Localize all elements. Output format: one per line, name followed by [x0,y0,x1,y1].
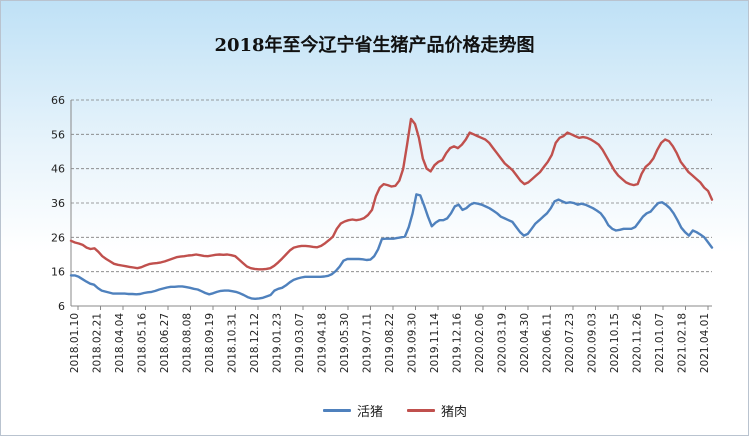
y-tick-label: 6 [58,300,65,313]
x-tick-label: 2020.03.19 [497,313,509,373]
x-tick-label: 2018.10.31 [227,313,239,373]
x-tick-label: 2019.12.16 [452,313,464,373]
y-tick-label: 56 [51,128,65,141]
x-tick-label: 2019.05.30 [339,313,351,373]
x-tick-label: 2021.02.18 [677,313,689,373]
x-tick-label: 2018.12.12 [249,313,261,373]
y-tick-label: 16 [51,266,65,279]
x-tick-label: 2018.08.08 [182,313,194,373]
x-tick-label: 2020.09.03 [587,313,599,373]
series-line-live-pig [69,193,714,300]
legend-swatch-pork [407,409,435,412]
x-tick-label: 2018.01.10 [69,313,81,373]
x-tick-label: 2021.01.07 [654,313,666,373]
x-tick-label: 2021.04.01 [699,313,711,373]
legend-swatch-live-pig [323,409,351,412]
y-tick-label: 36 [51,197,65,210]
y-tick-label: 26 [51,231,65,244]
x-tick-label: 2018.02.21 [92,313,104,373]
x-tick-label: 2019.11.14 [429,313,441,373]
x-tick-label: 2020.02.06 [474,313,486,373]
x-tick-label: 2020.04.30 [519,313,531,373]
x-tick-label: 2018.04.04 [114,313,126,373]
x-tick-label: 2018.09.19 [204,313,216,373]
x-tick-label: 2020.10.15 [609,313,621,373]
x-tick-label: 2019.07.11 [362,313,374,373]
x-tick-label: 2019.04.18 [317,313,329,373]
chart-title: 2018年至今辽宁省生猪产品价格走势图 [214,35,535,56]
legend-label-live-pig: 活猪 [357,405,384,420]
legend-item-pork: 猪肉 [407,401,467,420]
x-tick-label: 2019.03.07 [294,313,306,373]
x-tick-label: 2019.09.30 [407,313,419,373]
legend-label-pork: 猪肉 [441,405,468,420]
x-tick-label: 2020.11.26 [632,313,644,373]
y-tick-label: 46 [51,163,65,176]
x-tick-label: 2020.06.11 [542,313,554,373]
legend-item-live-pig: 活猪 [323,401,383,420]
x-tick-label: 2019.01.23 [272,313,284,373]
x-tick-label: 2018.05.16 [137,313,149,373]
series-line-pork [69,117,714,271]
y-tick-label: 66 [51,94,65,107]
x-tick-label: 2019.08.22 [384,313,396,373]
x-tick-label: 2020.07.23 [564,313,576,373]
x-tick-label: 2018.06.27 [159,313,171,373]
